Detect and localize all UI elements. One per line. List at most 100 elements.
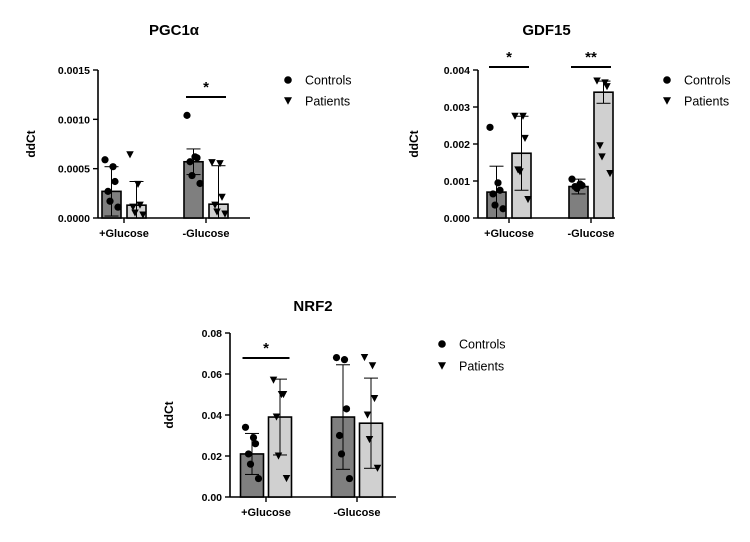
data-point [131, 209, 139, 217]
data-point [274, 452, 283, 460]
data-point [601, 79, 609, 87]
data-point [593, 77, 601, 85]
data-point [216, 160, 224, 168]
data-point [511, 112, 519, 120]
y-tick-label: 0.00 [202, 492, 223, 504]
data-point [129, 203, 137, 211]
x-category-label: -Glucose [182, 228, 229, 240]
legend-marker-circle [663, 76, 671, 84]
chart-title: PGC1α [149, 22, 200, 39]
data-point [363, 411, 372, 419]
data-point [568, 175, 576, 183]
y-tick-label: 0.04 [202, 410, 223, 422]
data-point [524, 195, 532, 204]
data-point [573, 184, 581, 192]
data-point [279, 390, 288, 399]
data-point [521, 134, 529, 143]
data-point [496, 186, 504, 194]
x-category-label: -Glucose [333, 507, 380, 519]
data-point [249, 433, 258, 442]
data-point [335, 431, 344, 440]
legend-marker-circle [284, 76, 292, 84]
y-tick-label: 0.001 [444, 176, 470, 188]
data-point [106, 197, 114, 205]
data-point [111, 177, 119, 186]
legend-marker-triangle [438, 362, 446, 370]
data-point [101, 156, 109, 164]
data-point [208, 159, 216, 167]
data-point [221, 210, 229, 218]
data-point [373, 464, 382, 472]
data-point [126, 151, 134, 159]
y-tick-label: 0.06 [202, 369, 223, 381]
data-point [494, 179, 502, 187]
data-point [104, 187, 112, 195]
legend-marker-triangle [663, 97, 671, 105]
data-point [606, 170, 614, 178]
data-point [272, 413, 281, 421]
y-tick-label: 0.0010 [58, 114, 90, 126]
y-tick-label: 0.002 [444, 139, 470, 151]
data-point [269, 376, 278, 384]
y-tick-label: 0.0015 [58, 65, 90, 77]
data-point [519, 112, 527, 120]
chart-panel: GDF15 ddCt 0.000 0.001 0.002 0.003 0.004 +Gluco… [407, 22, 731, 240]
legend-label: Controls [305, 74, 352, 88]
significance-label: ** [585, 49, 597, 66]
significance-label: * [263, 340, 269, 357]
data-point [188, 171, 196, 180]
data-point [598, 153, 606, 161]
data-point [603, 83, 611, 91]
significance-label: * [506, 49, 512, 66]
data-point [365, 436, 374, 444]
data-point [114, 203, 122, 211]
data-point [193, 154, 201, 162]
data-point [340, 356, 349, 364]
legend-label: Patients [305, 95, 350, 109]
data-point [596, 142, 604, 150]
data-point [244, 450, 253, 458]
legend-marker-triangle [284, 97, 292, 105]
data-point [332, 354, 341, 362]
chart-title: GDF15 [522, 22, 570, 39]
chart-title: NRF2 [293, 298, 332, 315]
data-point [499, 205, 507, 213]
x-category-label: +Glucose [484, 228, 534, 240]
legend-label: Controls [459, 338, 506, 352]
data-point [251, 440, 260, 448]
data-point [368, 362, 377, 370]
x-category-label: +Glucose [99, 228, 149, 240]
data-point [345, 474, 354, 483]
legend-label: Patients [459, 360, 504, 374]
data-point [491, 201, 499, 209]
data-point [211, 201, 219, 209]
data-point [360, 354, 369, 362]
x-category-label: -Glucose [567, 228, 614, 240]
data-point [196, 179, 204, 188]
significance-label: * [203, 79, 209, 96]
data-point [342, 405, 351, 413]
legend-label: Controls [684, 74, 731, 88]
data-point [134, 180, 142, 189]
y-tick-label: 0.0000 [58, 213, 90, 225]
data-point [489, 190, 497, 198]
data-point [139, 211, 147, 219]
y-axis-label: ddCt [24, 130, 38, 157]
y-tick-label: 0.000 [444, 213, 470, 225]
data-point [246, 460, 255, 468]
y-tick-label: 0.004 [444, 65, 470, 77]
data-point [183, 111, 191, 119]
data-point [109, 163, 117, 171]
y-tick-label: 0.08 [202, 328, 223, 340]
data-point [486, 123, 494, 131]
y-tick-label: 0.0005 [58, 164, 90, 176]
data-point [213, 208, 221, 216]
chart-panel: PGC1α ddCt 0.0000 0.0005 0.0010 0.0015 +Glucos… [24, 22, 352, 240]
data-point [254, 474, 263, 483]
y-tick-label: 0.02 [202, 451, 223, 463]
data-point [282, 474, 291, 483]
x-category-label: +Glucose [241, 507, 291, 519]
data-point [370, 395, 379, 403]
y-axis-label: ddCt [407, 130, 421, 157]
